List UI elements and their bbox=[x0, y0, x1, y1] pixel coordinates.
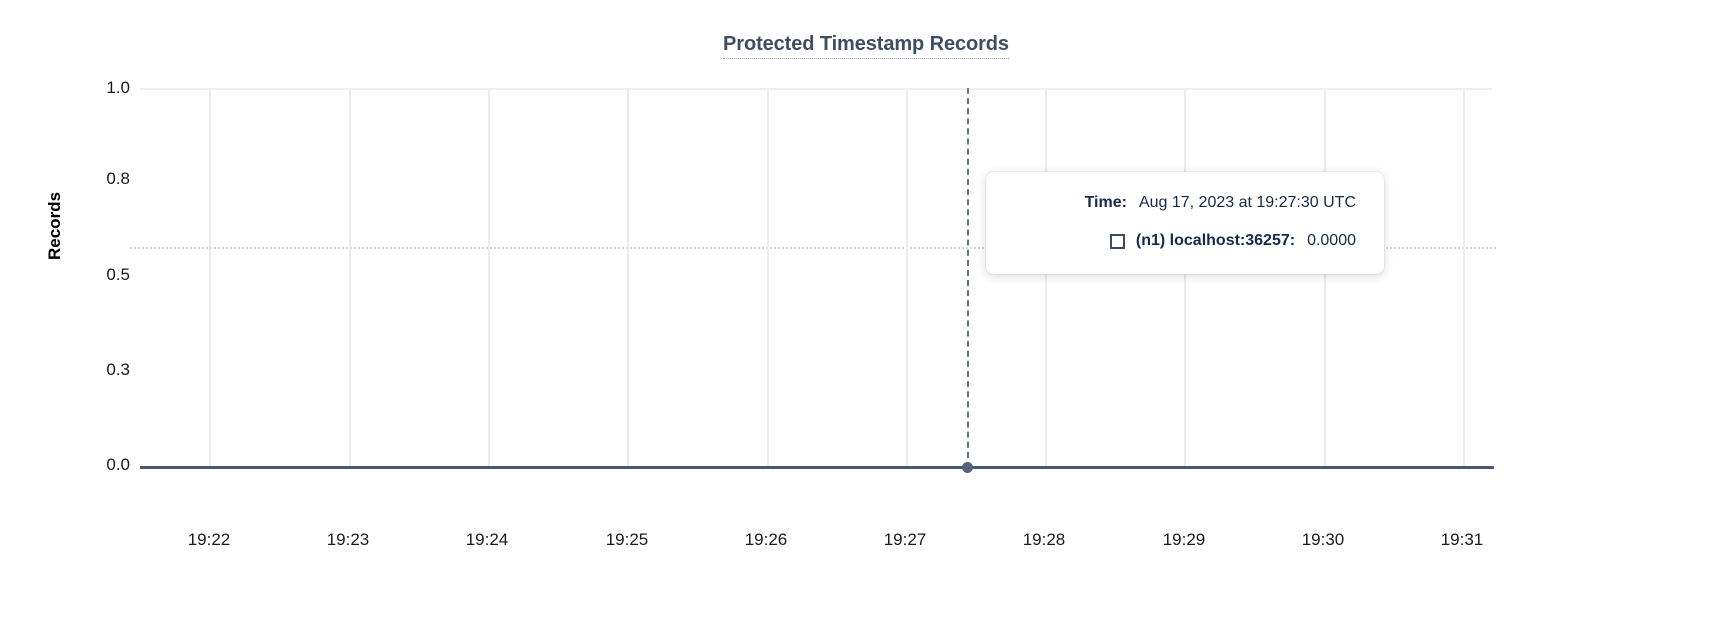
gridline-vertical-5 bbox=[767, 88, 769, 467]
tooltip-time-label: Time: bbox=[1084, 194, 1127, 211]
plot-area[interactable] bbox=[130, 88, 1496, 467]
tooltip-series-row: (n1) localhost:36257: 0.0000 bbox=[1014, 232, 1356, 250]
gridline-vertical-3 bbox=[488, 88, 490, 467]
x-tick-8: 19:29 bbox=[1162, 530, 1206, 549]
x-tick-9: 19:30 bbox=[1301, 530, 1345, 549]
x-tick-6: 19:27 bbox=[883, 530, 927, 549]
gridline-vertical-7 bbox=[1045, 88, 1047, 467]
x-axis-line bbox=[140, 466, 1494, 469]
x-tick-3: 19:24 bbox=[465, 530, 509, 549]
y-tick-1: 1.0 bbox=[106, 78, 130, 97]
chart-title-text[interactable]: Protected Timestamp Records bbox=[723, 33, 1009, 59]
y-tick-2: 0.8 bbox=[106, 169, 130, 188]
x-tick-5: 19:26 bbox=[744, 530, 788, 549]
y-tick-5: 0.0 bbox=[106, 455, 130, 474]
gridline-vertical-2 bbox=[349, 88, 351, 467]
y-axis-ticks: 1.0 0.8 0.5 0.3 0.0 bbox=[10, 0, 130, 628]
x-tick-10: 19:31 bbox=[1440, 530, 1484, 549]
y-tick-3: 0.5 bbox=[106, 265, 130, 284]
gridline-vertical-10 bbox=[1463, 88, 1465, 467]
gridline-vertical-1 bbox=[209, 88, 211, 467]
hover-tooltip: Time: Aug 17, 2023 at 19:27:30 UTC (n1) … bbox=[986, 172, 1384, 274]
x-tick-7: 19:28 bbox=[1022, 530, 1066, 549]
x-tick-2: 19:23 bbox=[326, 530, 370, 549]
gridline-horizontal-top bbox=[140, 88, 1492, 90]
hover-crosshair-line bbox=[967, 88, 969, 468]
y-tick-4: 0.3 bbox=[106, 360, 130, 379]
x-axis-ticks: 19:22 19:23 19:24 19:25 19:26 19:27 19:2… bbox=[0, 530, 1732, 560]
tooltip-series-label: (n1) localhost:36257: bbox=[1135, 232, 1296, 249]
x-tick-1: 19:22 bbox=[187, 530, 231, 549]
chart-title: Protected Timestamp Records bbox=[0, 30, 1732, 59]
series-swatch-icon bbox=[1109, 233, 1125, 249]
tooltip-time-value: Aug 17, 2023 at 19:27:30 UTC bbox=[1138, 194, 1356, 211]
data-point-marker[interactable] bbox=[962, 462, 973, 473]
gridline-horizontal-dotted bbox=[130, 247, 1496, 249]
x-tick-4: 19:25 bbox=[605, 530, 649, 549]
gridline-vertical-6 bbox=[906, 88, 908, 467]
gridline-vertical-8 bbox=[1184, 88, 1186, 467]
gridline-vertical-9 bbox=[1324, 88, 1326, 467]
tooltip-time-row: Time: Aug 17, 2023 at 19:27:30 UTC bbox=[1014, 194, 1356, 212]
tooltip-series-value: 0.0000 bbox=[1307, 232, 1356, 249]
gridline-vertical-4 bbox=[627, 88, 629, 467]
